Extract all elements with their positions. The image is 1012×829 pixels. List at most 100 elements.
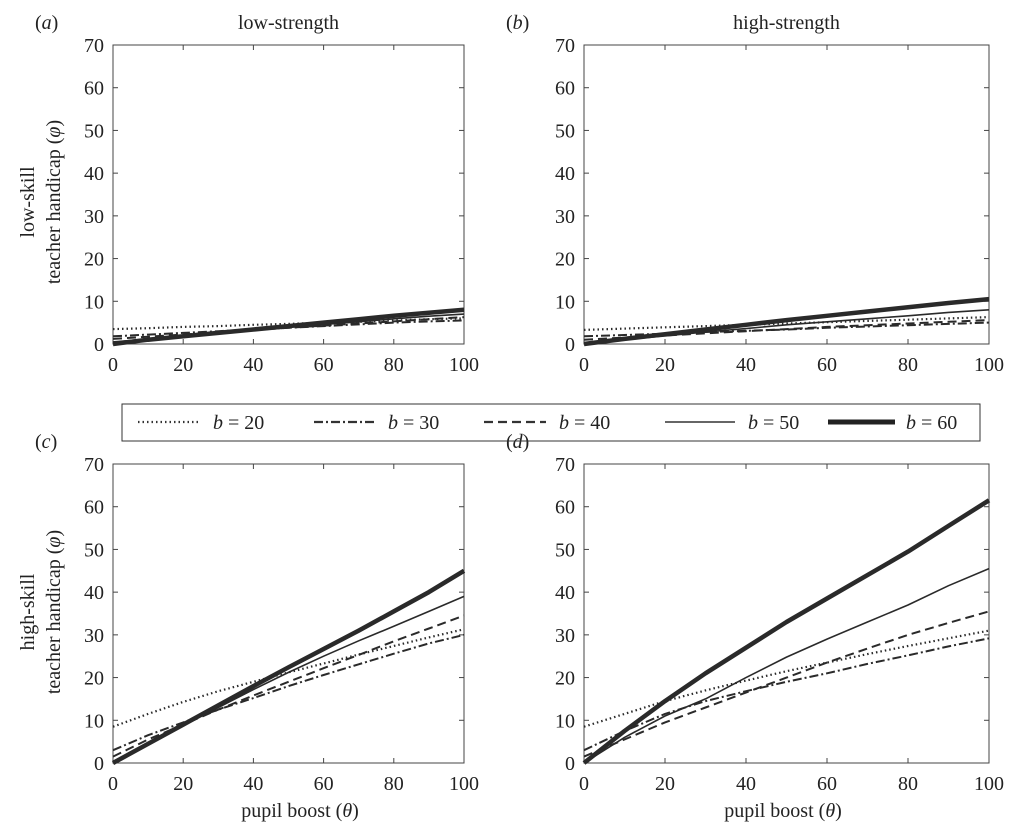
panel-a: 0 20 40 60 80 100 0 10 20 30 40 50 60 70 (a) low-streng… [35,12,479,376]
panel-tag-b: (b) [506,12,529,34]
y-tick-label-c: 40 [84,582,104,604]
series-line-b60-d [582,498,991,765]
y-tick-label-a: 30 [84,206,104,228]
x-tick-label-a: 20 [173,354,193,376]
series-line-b40-b [583,319,990,341]
x-tick-label-b: 80 [898,354,918,376]
y-tick-label-d: 30 [555,625,575,647]
y-tick-label-b: 0 [565,334,575,356]
y-tick-label-b: 10 [555,291,575,313]
y-tick-label-d: 60 [555,497,575,519]
x-tick-label-d: 40 [736,773,756,795]
x-tick-label-a: 40 [243,354,263,376]
y-tick-label-b: 70 [555,35,575,57]
x-tick-label-c: 60 [314,773,334,795]
x-axis-label-right: pupil boost (θ) [724,800,842,822]
series-line-b30-c [112,633,465,752]
y-tick-label-b: 50 [555,120,575,142]
y-tick-label-d: 40 [555,582,575,604]
legend: b = 20 b = 30 b = 40 b = 50 b = 60 [121,403,981,442]
row-label-top-line2: teacher handicap (φ) [43,120,65,284]
series-line-b20-b [583,316,990,331]
x-tick-label-b: 60 [817,354,837,376]
panel-tag-d: (d) [506,431,529,453]
legend-label-b20: b = 20 [213,412,264,434]
series-line-b50-c [112,595,465,764]
x-tick-label-c: 40 [243,773,263,795]
legend-entry-b50: b = 50 [665,412,799,434]
series-line-b60-c [111,568,466,765]
y-tick-label-c: 20 [84,668,104,690]
panel-b: 0 20 40 60 80 100 0 10 20 30 40 50 60 70 (b) high-stren… [506,12,1004,376]
y-tick-label-a: 50 [84,120,104,142]
x-tick-label-b: 40 [736,354,756,376]
y-tick-label-b: 20 [555,249,575,271]
legend-entry-b20: b = 20 [138,412,264,434]
x-tick-label-d: 60 [817,773,837,795]
series-line-b20-d [583,629,990,728]
y-tick-label-b: 30 [555,206,575,228]
y-tick-label-c: 60 [84,497,104,519]
legend-label-b40: b = 40 [559,412,610,434]
x-tick-label-d: 100 [974,773,1004,795]
y-tick-label-a: 60 [84,78,104,100]
y-tick-label-a: 70 [84,35,104,57]
y-tick-label-c: 30 [84,625,104,647]
x-tick-label-d: 0 [579,773,589,795]
plot-frame-b [583,44,990,345]
panel-d: 0 20 40 60 80 100 0 10 20 30 40 50 60 70 (d) [506,431,1004,795]
x-tick-label-b: 20 [655,354,675,376]
y-tick-label-c: 10 [84,710,104,732]
series-line-b60-b [583,296,990,347]
series-line-b30-d [583,637,990,752]
x-tick-label-d: 80 [898,773,918,795]
legend-label-b50: b = 50 [748,412,799,434]
panel-title-a: low-strength [238,12,339,34]
y-tick-label-d: 50 [555,539,575,561]
y-tick-label-c: 0 [94,753,104,775]
x-tick-label-c: 20 [173,773,193,795]
row-label-bottom-line2: teacher handicap (φ) [43,530,65,694]
x-tick-label-c: 100 [449,773,479,795]
panel-tag-c: (c) [35,431,57,453]
legend-label-b30: b = 30 [388,412,439,434]
legend-entry-b60: b = 60 [828,412,957,434]
legend-box [121,403,981,442]
y-tick-label-c: 70 [84,454,104,476]
x-tick-label-c: 80 [384,773,404,795]
y-tick-label-a: 20 [84,249,104,271]
legend-entry-b30: b = 30 [314,412,439,434]
plot-frame-a [112,44,465,345]
panel-c: 0 20 40 60 80 100 0 10 20 30 40 50 60 70 (c) [35,431,479,795]
panel-title-b: high-strength [733,12,840,34]
y-tick-label-d: 0 [565,753,575,775]
y-tick-label-a: 40 [84,163,104,185]
series-line-b40-d [583,610,990,758]
legend-entry-b40: b = 40 [484,412,610,434]
plot-frame-c [112,463,465,764]
x-tick-label-c: 0 [108,773,118,795]
y-tick-label-c: 50 [84,539,104,561]
x-tick-label-a: 80 [384,354,404,376]
y-tick-label-b: 40 [555,163,575,185]
row-label-top-line1: low-skill [17,166,39,238]
x-tick-label-b: 100 [974,354,1004,376]
row-label-bottom-line1: high-skill [17,573,39,650]
y-tick-label-b: 60 [555,78,575,100]
y-tick-label-a: 10 [84,291,104,313]
x-tick-label-d: 20 [655,773,675,795]
legend-label-b60: b = 60 [906,412,957,434]
y-tick-label-d: 20 [555,668,575,690]
plot-frame-d [583,463,990,764]
series-line-b60-a [112,307,465,347]
x-axis-label-left: pupil boost (θ) [241,800,359,822]
y-tick-label-a: 0 [94,334,104,356]
y-tick-label-d: 10 [555,710,575,732]
x-tick-label-a: 100 [449,354,479,376]
panel-tag-a: (a) [35,12,58,34]
x-tick-label-a: 60 [314,354,334,376]
series-line-b50-d [583,567,990,764]
x-tick-label-a: 0 [108,354,118,376]
